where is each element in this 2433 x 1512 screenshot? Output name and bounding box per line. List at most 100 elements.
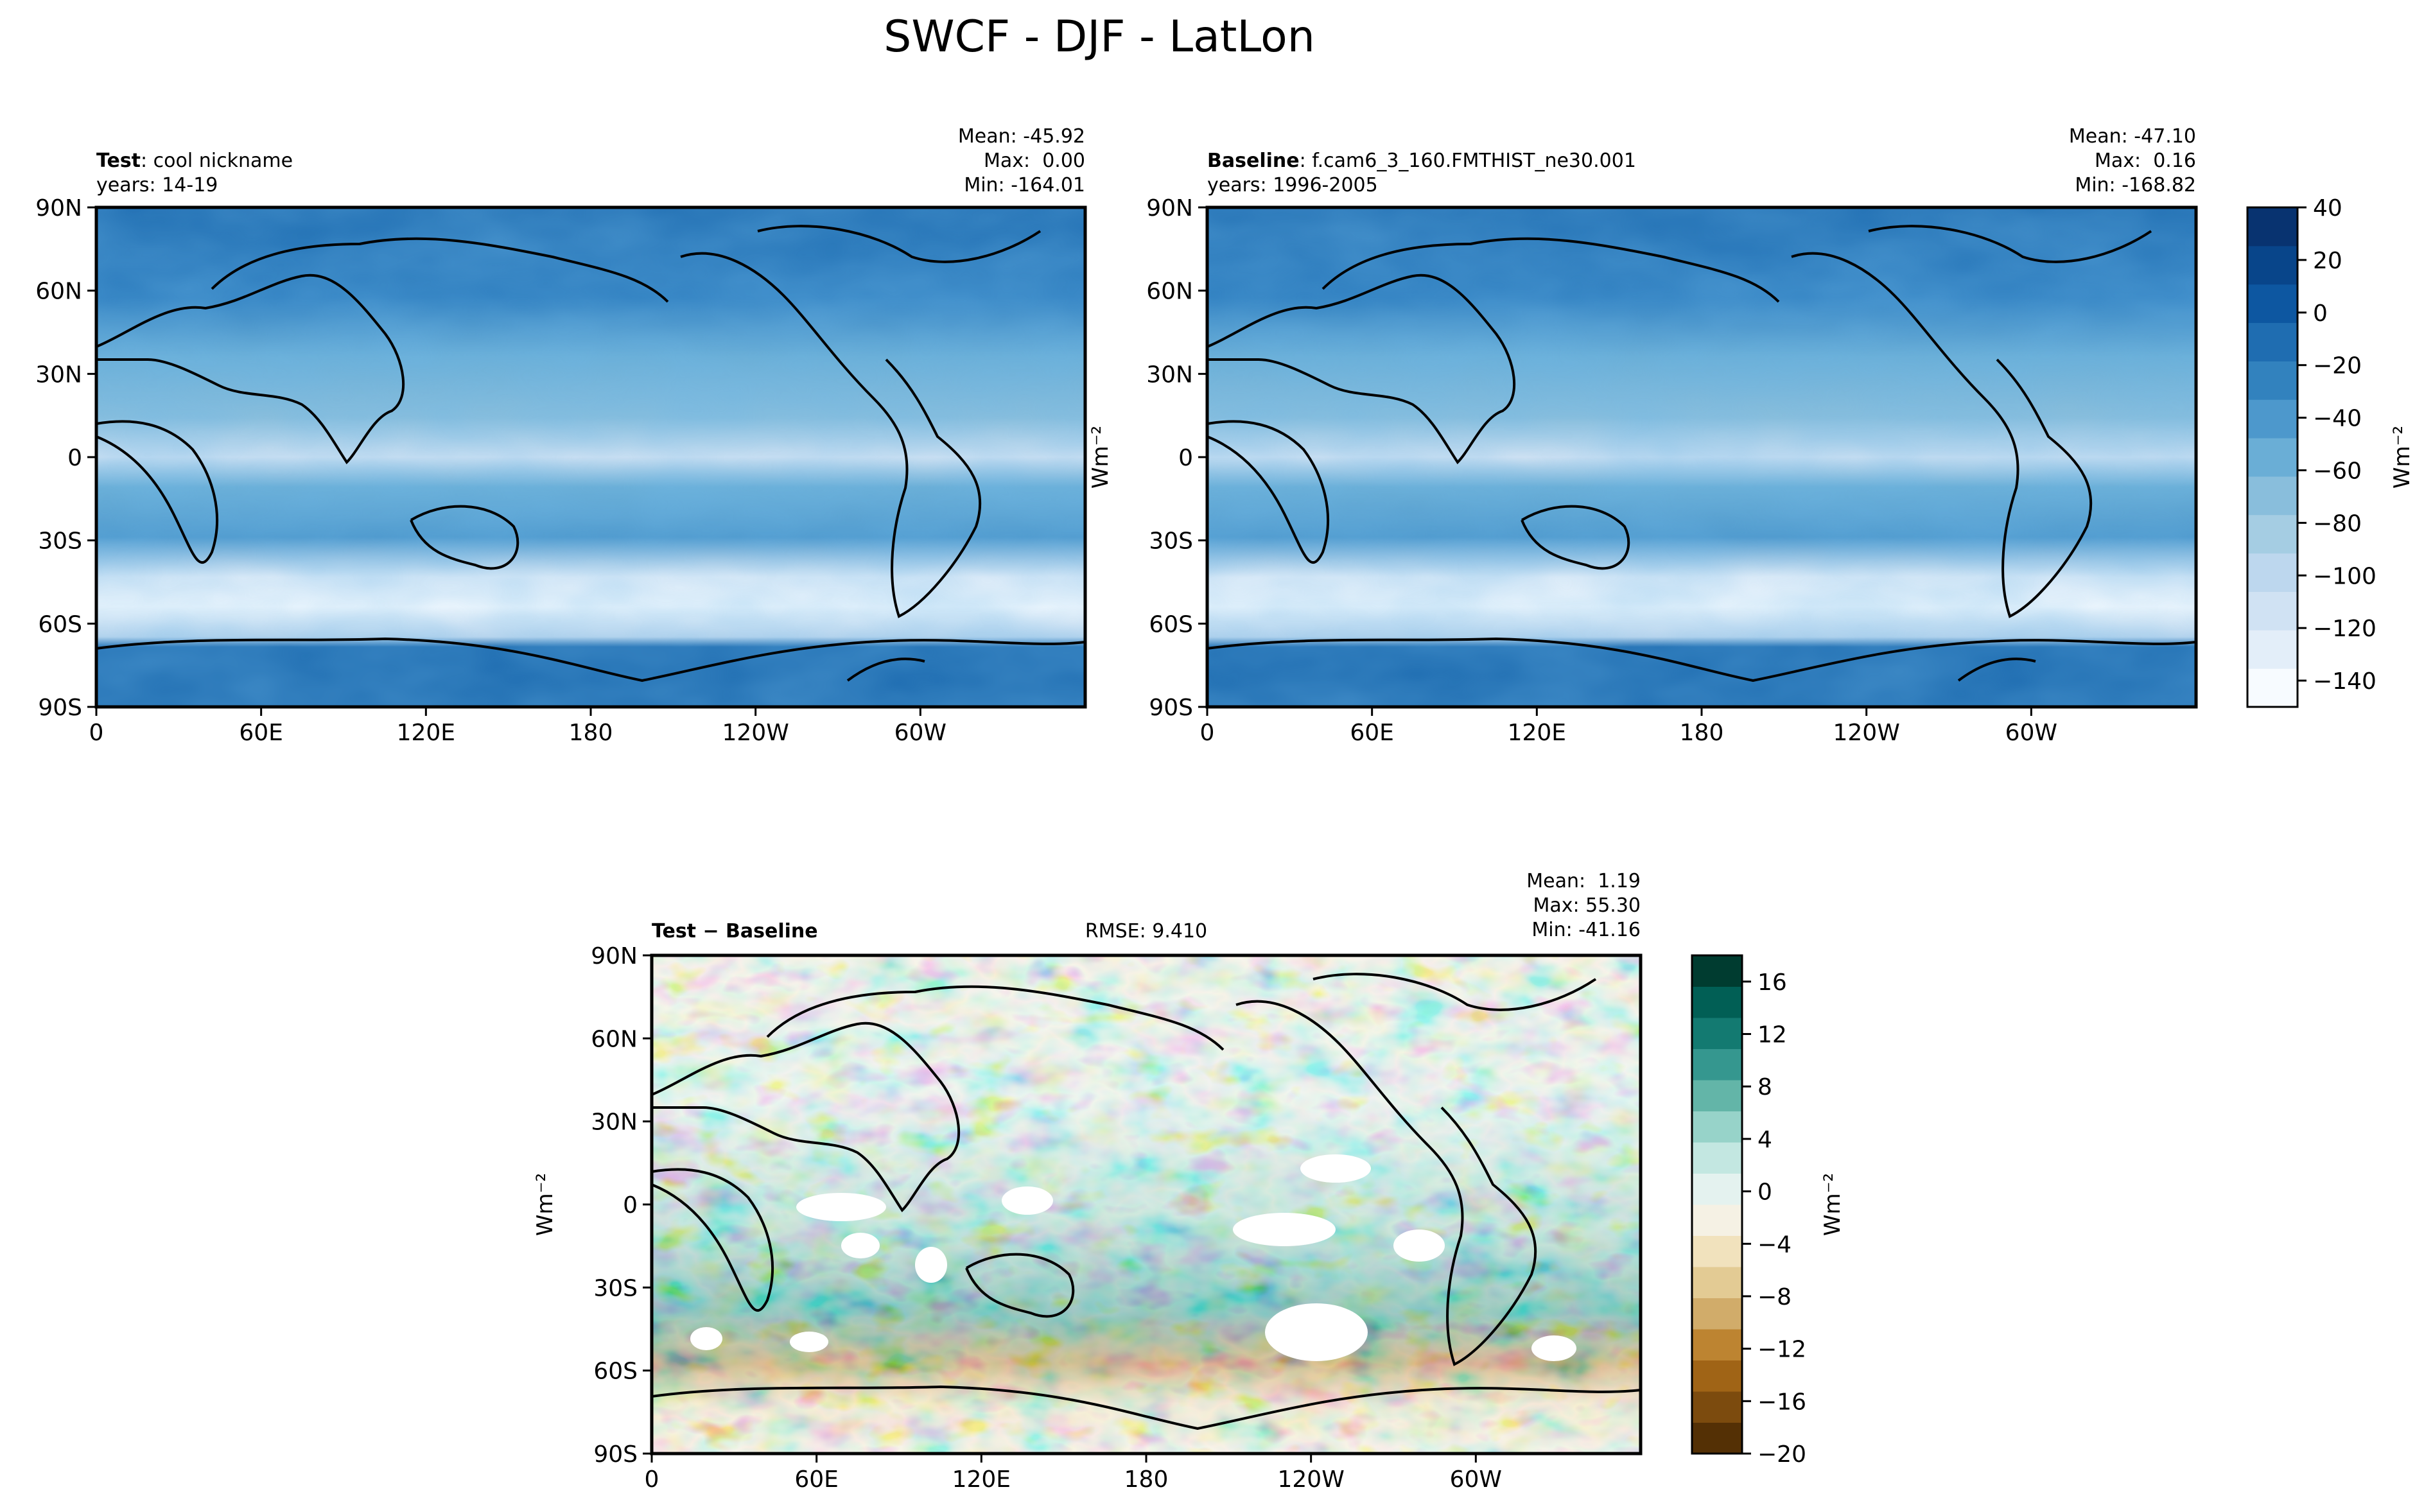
panel-diff-min: Min: -41.16 (1531, 919, 1641, 941)
panel-diff-mean: Mean: 1.19 (1526, 870, 1641, 892)
x-tick-label: 60E (239, 720, 283, 746)
panel-baseline-mean: Mean: -47.10 (2069, 125, 2196, 148)
panel-baseline-label-rest: : f.cam6_3_160.FMTHIST_ne30.001 (1300, 150, 1636, 172)
colorbar-tick-label: −80 (2313, 510, 2362, 537)
colorbar-segment (1692, 1018, 1742, 1049)
panel-test-label: Test: cool nickname (96, 150, 293, 172)
colorbar-segment (2247, 399, 2298, 439)
colorbar-segment (2247, 514, 2298, 554)
y-tick-label: 0 (1178, 445, 1193, 471)
panel-test-label-bold: Test (96, 150, 141, 172)
panel-diff: Test − Baseline RMSE: 9.410 Mean: 1.19 M… (532, 870, 1643, 1493)
panel-baseline-map (1205, 205, 2198, 709)
colorbar-segment (1692, 1173, 1742, 1205)
panel-baseline: Baseline: f.cam6_3_160.FMTHIST_ne30.001 … (1088, 125, 2198, 746)
x-tick-label: 120E (1508, 720, 1566, 746)
y-tick-label: 0 (623, 1192, 638, 1219)
x-tick-label: 0 (89, 720, 104, 746)
x-tick-label: 120E (952, 1466, 1011, 1493)
panel-baseline-min: Min: -168.82 (2075, 174, 2196, 196)
colorbar-segment (2247, 322, 2298, 361)
colorbar-segment (2247, 284, 2298, 324)
x-tick-label: 180 (1680, 720, 1724, 746)
panel-test-label-rest: : cool nickname (141, 150, 293, 172)
y-tick-label: 90N (1146, 195, 1193, 222)
colorbar-segment (2247, 245, 2298, 285)
panel-test-x-axis: 0 60E 120E 180 120W 60W (89, 707, 946, 746)
colorbar-tick-label: −140 (2313, 668, 2376, 695)
panel-test-max: Max: 0.00 (984, 150, 1085, 172)
colorbar-segment (2247, 591, 2298, 630)
y-tick-label: 60S (593, 1359, 638, 1385)
panel-test-map (94, 205, 1087, 709)
y-tick-label: 60N (591, 1026, 638, 1052)
colorbar-tick-label: 16 (1757, 969, 1787, 996)
x-tick-label: 180 (569, 720, 613, 746)
y-tick-label: 30N (35, 361, 82, 388)
colorbar-segment (2247, 207, 2298, 247)
y-tick-label: 90S (38, 695, 82, 721)
y-tick-label: 60S (1149, 611, 1193, 638)
colorbar-diff-label: Wm⁻² (1820, 1173, 1845, 1236)
panel-diff-map (650, 953, 1643, 1456)
colorbar-tick-label: −20 (1757, 1441, 1806, 1468)
x-tick-label: 120W (722, 720, 789, 746)
panel-diff-label: Test − Baseline (652, 920, 818, 943)
panel-baseline-years: years: 1996-2005 (1207, 174, 1378, 196)
panel-baseline-ylabel: Wm⁻² (1088, 426, 1113, 489)
colorbar-tick-label: −60 (2313, 458, 2362, 484)
colorbar-tick-label: −100 (2313, 563, 2376, 589)
y-tick-label: 30S (593, 1275, 638, 1301)
panel-diff-max: Max: 55.30 (1533, 894, 1641, 917)
panel-diff-rmse: RMSE: 9.410 (1085, 920, 1207, 943)
x-tick-label: 60E (1350, 720, 1394, 746)
colorbar-segment (1692, 1422, 1742, 1454)
colorbar-segment (2247, 668, 2298, 708)
panel-test: Test: cool nickname years: 14-19 Mean: -… (35, 125, 1087, 746)
figure-title: SWCF - DJF - LatLon (884, 12, 1315, 62)
panel-diff-saturated-regions (690, 1154, 1576, 1361)
colorbar-top-label: Wm⁻² (2389, 426, 2415, 489)
x-tick-label: 180 (1124, 1466, 1169, 1493)
colorbar-tick-label: 0 (1757, 1179, 1772, 1206)
y-tick-label: 90N (35, 195, 82, 222)
colorbar-diff: Wm⁻² 16 12 8 4 0 −4 −8 −12 −16 −20 (1691, 954, 1845, 1468)
x-tick-label: 60W (894, 720, 946, 746)
colorbar-segment (1692, 1329, 1742, 1360)
x-tick-label: 0 (1200, 720, 1215, 746)
colorbar-diff-frame (1691, 954, 1743, 1455)
colorbar-tick-label: −16 (1757, 1389, 1806, 1415)
colorbar-tick-label: 20 (2313, 248, 2342, 274)
panel-baseline-label: Baseline: f.cam6_3_160.FMTHIST_ne30.001 (1207, 150, 1636, 172)
x-tick-label: 0 (645, 1466, 659, 1493)
panel-diff-ylabel: Wm⁻² (532, 1173, 558, 1236)
x-tick-label: 60W (1450, 1466, 1502, 1493)
x-tick-label: 60W (2005, 720, 2057, 746)
colorbar-segment (1692, 986, 1742, 1018)
panel-diff-y-axis: 90N 60N 30N 0 30S 60S 90S (591, 943, 652, 1468)
colorbar-tick-label: −120 (2313, 616, 2376, 642)
panel-test-mean: Mean: -45.92 (958, 125, 1085, 148)
colorbar-segment (1692, 955, 1742, 987)
y-tick-label: 30S (38, 528, 82, 555)
y-tick-label: 90N (591, 943, 638, 969)
panel-test-min: Min: -164.01 (964, 174, 1085, 196)
colorbar-tick-label: −20 (2313, 353, 2362, 379)
y-tick-label: 30N (1146, 361, 1193, 388)
x-tick-label: 60E (794, 1466, 839, 1493)
colorbar-tick-label: −8 (1757, 1284, 1792, 1310)
colorbar-tick-label: 40 (2313, 195, 2342, 222)
panel-test-years: years: 14-19 (96, 174, 218, 196)
colorbar-segment (2247, 476, 2298, 516)
y-tick-label: 30S (1149, 528, 1193, 555)
colorbar-segment (2247, 553, 2298, 592)
panel-test-y-axis: 90N 60N 30N 0 30S 60S 90S (35, 195, 96, 721)
y-tick-label: 60N (35, 279, 82, 305)
y-tick-label: 90S (593, 1441, 638, 1468)
x-tick-label: 120E (397, 720, 455, 746)
colorbar-segment (1692, 1111, 1742, 1143)
y-tick-label: 60N (1146, 279, 1193, 305)
colorbar-tick-label: −40 (2313, 406, 2362, 432)
x-tick-label: 120W (1833, 720, 1900, 746)
colorbar-segment (1692, 1080, 1742, 1111)
